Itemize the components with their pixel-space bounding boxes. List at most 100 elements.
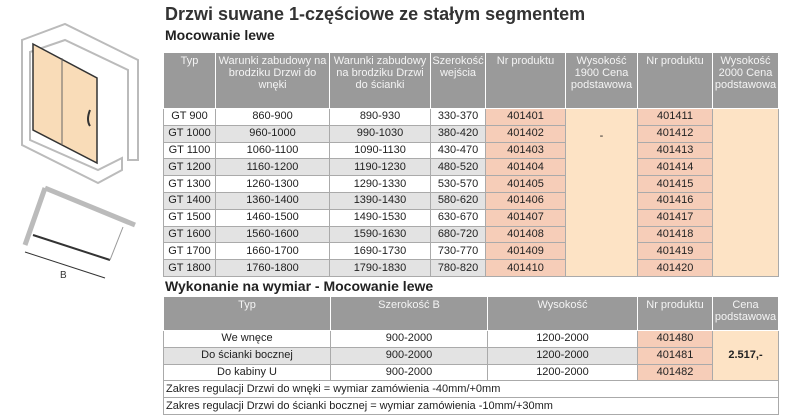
- table-cell: 990-1030: [329, 124, 431, 143]
- product-table: Typ Warunki zabudowy na brodziku Drzwi do…: [163, 52, 779, 277]
- table-cell: 1060-1100: [215, 141, 330, 160]
- table-cell: 900-2000: [330, 346, 488, 365]
- column-header: Nr produktu: [637, 296, 713, 331]
- table-cell: GT 900: [163, 108, 216, 126]
- table-cell: 380-420: [430, 124, 486, 143]
- table-cell: 1160-1200: [215, 158, 330, 177]
- table-row: Do ścianki bocznej 900-2000 1200-2000 40148…: [163, 346, 779, 365]
- table-cell: 1200-2000: [487, 346, 638, 365]
- column-header: Wysokość 2000 Cena podstawowa: [712, 52, 779, 109]
- table-cell: GT 1800: [163, 259, 216, 277]
- column-header: Nr produktu: [485, 52, 566, 109]
- table-cell: 680-720: [430, 225, 486, 244]
- column-header: Wysokość 1900 Cena podstawowa: [565, 52, 638, 109]
- table-cell: 730-770: [430, 242, 486, 261]
- table-row: GT 900 860-900 890-930 330-370 401401-401411: [163, 108, 779, 277]
- table-cell: 1560-1600: [215, 225, 330, 244]
- table-row: GT 1200 1160-1200 1190-1230 480-520 401404 40…: [163, 158, 779, 177]
- table-row: GT 1700 1660-1700 1690-1730 730-770 401409 40…: [163, 242, 779, 261]
- table-cell: GT 1500: [163, 208, 216, 227]
- section-title: Mocowanie lewe: [165, 27, 275, 43]
- table-cell: 1360-1400: [215, 191, 330, 210]
- table-cell: Do kabiny U: [163, 363, 331, 382]
- price-2000-cell: [712, 108, 779, 277]
- table-cell: 401403: [485, 141, 566, 160]
- price-cell: 2.517,-: [712, 329, 779, 382]
- table-cell: 401409: [485, 242, 566, 261]
- table-cell: 401407: [485, 208, 566, 227]
- table-cell: 401413: [637, 141, 713, 160]
- table-cell: 960-1000: [215, 124, 330, 143]
- table-cell: 530-570: [430, 175, 486, 193]
- table-cell: 1200-2000: [487, 363, 638, 382]
- table-cell: 1260-1300: [215, 175, 330, 193]
- table-cell: GT 1400: [163, 191, 216, 210]
- table-cell: 1200-2000: [487, 330, 638, 348]
- table-cell: 401416: [637, 191, 713, 210]
- table-cell: 401415: [637, 175, 713, 193]
- table-cell: 401414: [637, 158, 713, 177]
- table-cell: 1390-1430: [329, 191, 431, 210]
- table-cell: 330-370: [430, 108, 486, 126]
- column-header: Wysokość: [487, 296, 638, 331]
- table-cell: 401417: [637, 208, 713, 227]
- table-row: GT 1500 1460-1500 1490-1530 630-670 401407 40…: [163, 208, 779, 227]
- table-cell: 1790-1830: [329, 259, 431, 277]
- table-cell: We wnęce: [163, 330, 331, 348]
- table-cell: GT 1100: [163, 141, 216, 160]
- table-cell: 630-670: [430, 208, 486, 227]
- table-row: GT 1800 1760-1800 1790-1830 780-820 401410 40…: [163, 259, 779, 277]
- table-row: GT 1300 1260-1300 1290-1330 530-570 401405 40…: [163, 175, 779, 193]
- table-cell: 900-2000: [330, 363, 488, 382]
- note-row: Zakres regulacji Drzwi do ścianki boczne…: [163, 397, 779, 415]
- table-cell: 401420: [637, 259, 713, 277]
- column-header: Typ: [163, 52, 216, 109]
- column-header: Typ: [163, 296, 331, 331]
- note-row: Zakres regulacji Drzwi do wnęki = wymiar…: [163, 380, 779, 399]
- table-row: Do kabiny U 900-2000 1200-2000 401482: [163, 363, 779, 382]
- table-row: GT 1100 1060-1100 1090-1130 430-470 401403 40…: [163, 141, 779, 160]
- table-cell: 480-520: [430, 158, 486, 177]
- page-title: Drzwi suwane 1-częściowe ze stałym segme…: [165, 4, 586, 24]
- table-cell: Do ścianki bocznej: [163, 346, 331, 365]
- section2-title: Wykonanie na wymiar - Mocowanie lewe: [165, 278, 434, 294]
- table-cell: 900-2000: [330, 330, 488, 348]
- table-cell: 401481: [637, 346, 713, 365]
- table-cell: 1460-1500: [215, 208, 330, 227]
- table-cell: 401411: [637, 108, 713, 126]
- table-cell: 1690-1730: [329, 242, 431, 261]
- table-cell: 860-900: [215, 108, 330, 126]
- dimension-label: B: [60, 270, 67, 281]
- table-cell: 401418: [637, 225, 713, 244]
- table-cell: 1590-1630: [329, 225, 431, 244]
- shower-door-illustration: B: [21, 22, 139, 281]
- table-cell: 430-470: [430, 141, 486, 160]
- table-row: GT 1400 1360-1400 1390-1430 580-620 401406 40…: [163, 191, 779, 210]
- table-cell: 401480: [637, 330, 713, 348]
- price-1900-cell: -: [565, 108, 638, 277]
- table-cell: GT 1200: [163, 158, 216, 177]
- table-cell: 1090-1130: [329, 141, 431, 160]
- table-cell: 401410: [485, 259, 566, 277]
- table-cell: 1490-1530: [329, 208, 431, 227]
- custom-size-table: Typ Szerokość B Wysokość Nr produktu Cena po…: [163, 296, 779, 415]
- table-cell: 780-820: [430, 259, 486, 277]
- table-cell: 1190-1230: [329, 158, 431, 177]
- column-header: Szerokość B: [330, 296, 488, 331]
- column-header: Szerokość wejścia: [430, 52, 486, 109]
- column-header: Warunki zabudowy na brodziku Drzwi do wn…: [215, 52, 330, 109]
- table-row: GT 1000 960-1000 990-1030 380-420 401402 4014…: [163, 124, 779, 143]
- table-cell: 401401: [485, 108, 566, 126]
- note-text: Zakres regulacji Drzwi do ścianki boczne…: [163, 397, 779, 415]
- table-cell: 1290-1330: [329, 175, 431, 193]
- column-header: Cena podstawowa: [712, 296, 779, 331]
- table-cell: 401419: [637, 242, 713, 261]
- table-cell: GT 1700: [163, 242, 216, 261]
- table-cell: 580-620: [430, 191, 486, 210]
- table-cell: 401482: [637, 363, 713, 382]
- column-header: Nr produktu: [637, 52, 713, 109]
- table-cell: 401406: [485, 191, 566, 210]
- table-cell: 401408: [485, 225, 566, 244]
- table-cell: 401402: [485, 124, 566, 143]
- table-cell: GT 1000: [163, 124, 216, 143]
